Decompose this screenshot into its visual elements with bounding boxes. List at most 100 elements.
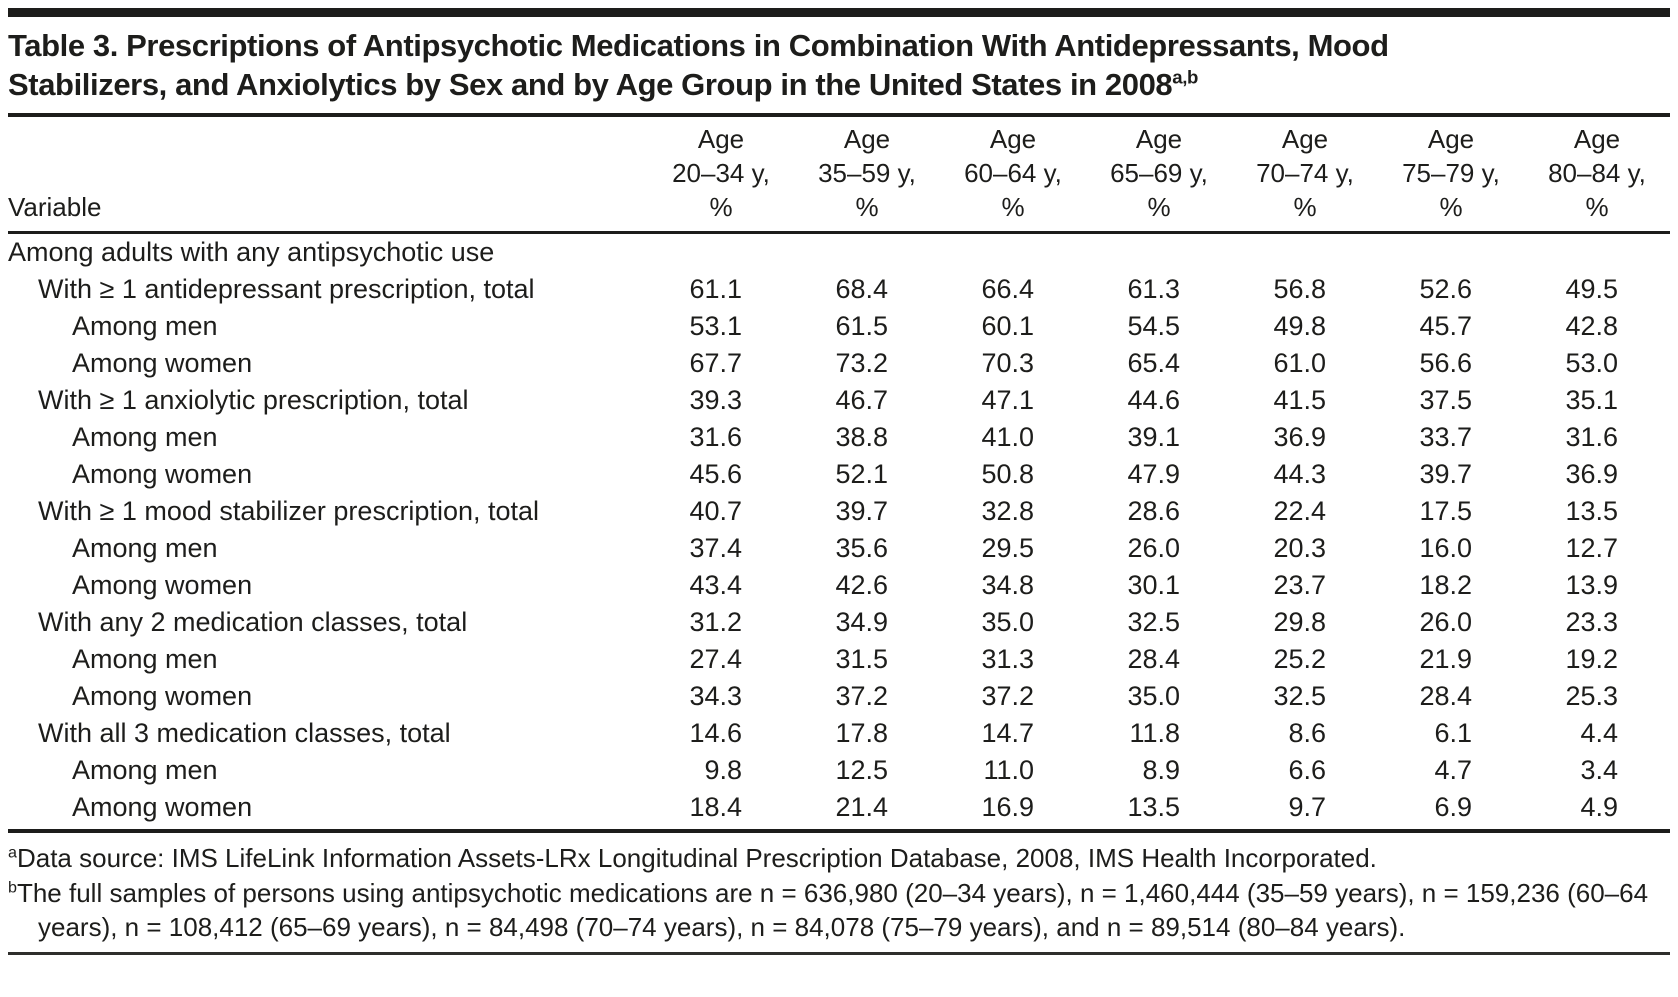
column-header-line3: % — [1001, 191, 1025, 222]
value-cell: 21.9 — [1419, 644, 1472, 675]
value-cell: 45.7 — [1419, 311, 1472, 342]
value-cell: 61.5 — [835, 311, 888, 342]
value-cell: 34.3 — [689, 681, 742, 712]
footnote-b: bThe full samples of persons using antip… — [8, 876, 1670, 945]
value-cell — [1086, 233, 1232, 272]
row-label: With any 2 medication classes, total — [38, 607, 468, 638]
value-cell: 39.7 — [835, 496, 888, 527]
table-row: Among women 45.6 52.1 50.8 47.9 44.3 39.7 36.9 — [8, 456, 1670, 493]
value-cell: 14.7 — [981, 718, 1034, 749]
value-cell: 49.5 — [1565, 274, 1618, 305]
value-cell: 11.8 — [1129, 718, 1180, 749]
value-cell: 8.6 — [1288, 718, 1326, 749]
table-title-line1: Table 3. Prescriptions of Antipsychotic … — [8, 28, 1389, 63]
column-header-age-6: Age 80–84 y,% — [1524, 117, 1670, 233]
value-cell: 56.8 — [1273, 274, 1326, 305]
value-cell: 21.4 — [835, 792, 888, 823]
value-cell: 26.0 — [1127, 533, 1180, 564]
value-cell: 18.2 — [1419, 570, 1472, 601]
top-rule-bar — [8, 8, 1670, 17]
row-label: Among men — [72, 422, 218, 453]
value-cell: 23.7 — [1273, 570, 1326, 601]
row-label: Among men — [72, 644, 218, 675]
column-header-line1: Age — [989, 124, 1037, 155]
table-row: Among adults with any antipsychotic use — [8, 233, 1670, 272]
value-cell: 36.9 — [1273, 422, 1326, 453]
column-header-age-4: Age 70–74 y,% — [1232, 117, 1378, 233]
value-cell: 37.5 — [1419, 385, 1472, 416]
value-cell: 41.0 — [981, 422, 1034, 453]
value-cell: 16.9 — [981, 792, 1034, 823]
value-cell: 37.4 — [689, 533, 742, 564]
value-cell — [794, 233, 940, 272]
bottom-rule-bar — [8, 952, 1670, 956]
value-cell: 8.9 — [1142, 755, 1180, 786]
value-cell: 52.6 — [1419, 274, 1472, 305]
value-cell: 4.7 — [1434, 755, 1472, 786]
value-cell: 31.6 — [1565, 422, 1618, 453]
value-cell: 28.4 — [1419, 681, 1472, 712]
column-header-line2: 65–69 y, — [1110, 157, 1208, 188]
value-cell: 45.6 — [689, 459, 742, 490]
value-cell: 56.6 — [1419, 348, 1472, 379]
column-header-line2: 75–79 y, — [1402, 157, 1500, 188]
row-label: With ≥ 1 mood stabilizer prescription, t… — [38, 496, 540, 527]
column-header-line2: 70–74 y, — [1256, 157, 1354, 188]
footnote-b-marker: b — [8, 878, 17, 897]
value-cell: 9.8 — [704, 755, 742, 786]
value-cell: 31.3 — [981, 644, 1034, 675]
value-cell: 47.9 — [1127, 459, 1180, 490]
value-cell: 49.8 — [1273, 311, 1326, 342]
value-cell: 25.3 — [1565, 681, 1618, 712]
value-cell: 39.1 — [1127, 422, 1180, 453]
value-cell — [1232, 233, 1378, 272]
value-cell: 23.3 — [1565, 607, 1618, 638]
value-cell: 6.9 — [1434, 792, 1472, 823]
column-header-line1: Age — [1135, 124, 1183, 155]
value-cell: 13.9 — [1565, 570, 1618, 601]
section-header-label: Among adults with any antipsychotic use — [8, 237, 495, 268]
value-cell: 12.5 — [835, 755, 888, 786]
footnotes: aData source: IMS LifeLink Information A… — [8, 841, 1670, 944]
table-title-footnote-marker: a,b — [1172, 66, 1198, 88]
value-cell: 20.3 — [1273, 533, 1326, 564]
value-cell: 73.2 — [835, 348, 888, 379]
value-cell: 41.5 — [1273, 385, 1326, 416]
column-header-line3: % — [1293, 191, 1317, 222]
value-cell: 70.3 — [981, 348, 1034, 379]
table-header: Variable Age 20–34 y,% Age 35–59 y,% Age 60–6… — [8, 117, 1670, 233]
row-label: With ≥ 1 anxiolytic prescription, total — [38, 385, 469, 416]
table-row: With ≥ 1 mood stabilizer prescription, t… — [8, 493, 1670, 530]
table-row: With any 2 medication classes, total 31.2… — [8, 604, 1670, 641]
value-cell: 54.5 — [1127, 311, 1180, 342]
value-cell: 52.1 — [835, 459, 888, 490]
value-cell: 61.0 — [1273, 348, 1326, 379]
column-header-line3: % — [855, 191, 879, 222]
value-cell: 53.0 — [1565, 348, 1618, 379]
value-cell: 53.1 — [689, 311, 742, 342]
value-cell: 3.4 — [1580, 755, 1618, 786]
table-row: Among men 37.4 35.6 29.5 26.0 20.3 16.0 12.7 — [8, 530, 1670, 567]
value-cell: 28.4 — [1127, 644, 1180, 675]
value-cell: 39.7 — [1419, 459, 1472, 490]
table-row: Among men 53.1 61.5 60.1 54.5 49.8 45.7 42.8 — [8, 308, 1670, 345]
value-cell: 13.5 — [1127, 792, 1180, 823]
column-header-age-0: Age 20–34 y,% — [648, 117, 794, 233]
column-header-line1: Age — [697, 124, 745, 155]
column-header-age-2: Age 60–64 y,% — [940, 117, 1086, 233]
value-cell: 22.4 — [1273, 496, 1326, 527]
column-header-line3: % — [1439, 191, 1463, 222]
table-row: With all 3 medication classes, total 14.6… — [8, 715, 1670, 752]
value-cell: 66.4 — [981, 274, 1034, 305]
value-cell — [1524, 233, 1670, 272]
row-label: Among women — [72, 681, 253, 712]
value-cell: 12.7 — [1565, 533, 1618, 564]
table-row: Among men 9.8 12.5 11.0 8.9 6.6 4.7 3.4 — [8, 752, 1670, 789]
value-cell: 16.0 — [1419, 533, 1472, 564]
value-cell: 35.6 — [835, 533, 888, 564]
value-cell — [940, 233, 1086, 272]
value-cell: 17.8 — [835, 718, 888, 749]
value-cell: 44.3 — [1273, 459, 1326, 490]
column-header-line1: Age — [1573, 124, 1621, 155]
column-header-age-5: Age 75–79 y,% — [1378, 117, 1524, 233]
